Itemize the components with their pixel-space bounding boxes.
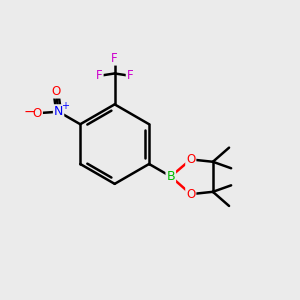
Text: −: − — [23, 105, 35, 119]
Text: O: O — [186, 188, 195, 201]
Text: N: N — [54, 105, 63, 118]
Text: O: O — [186, 153, 195, 166]
Text: F: F — [127, 69, 133, 82]
Text: +: + — [61, 101, 69, 111]
Text: B: B — [167, 170, 175, 183]
Text: F: F — [111, 52, 118, 64]
Text: O: O — [51, 85, 61, 98]
Text: O: O — [33, 107, 42, 120]
Text: F: F — [96, 69, 103, 82]
